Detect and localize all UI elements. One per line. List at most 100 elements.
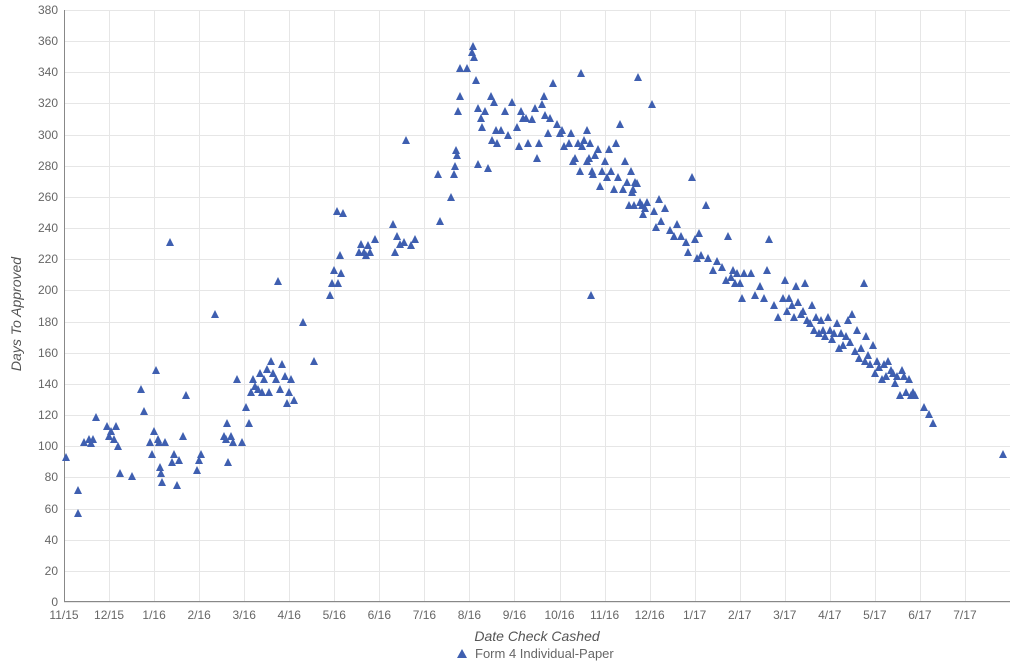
gridline-v — [379, 10, 380, 602]
data-point — [137, 385, 145, 393]
data-point — [760, 294, 768, 302]
data-point — [267, 357, 275, 365]
data-point — [223, 419, 231, 427]
gridline-v — [334, 10, 335, 602]
gridline-v — [830, 10, 831, 602]
data-point — [481, 107, 489, 115]
data-point — [650, 207, 658, 215]
data-point — [366, 248, 374, 256]
data-point — [326, 291, 334, 299]
data-point — [565, 139, 573, 147]
gridline-v — [740, 10, 741, 602]
gridline-h — [64, 228, 1010, 229]
data-point — [774, 313, 782, 321]
y-tick-label: 0 — [18, 595, 58, 609]
y-tick-label: 240 — [18, 221, 58, 235]
data-point — [89, 435, 97, 443]
data-point — [704, 254, 712, 262]
data-point — [238, 438, 246, 446]
data-point — [627, 167, 635, 175]
x-tick-label: 11/15 — [49, 608, 78, 622]
data-point — [643, 198, 651, 206]
data-point — [474, 160, 482, 168]
scatter-chart: Days To Approved Date Check Cashed Form … — [0, 0, 1024, 664]
data-point — [925, 410, 933, 418]
data-point — [260, 375, 268, 383]
y-tick-label: 220 — [18, 252, 58, 266]
data-point — [633, 179, 641, 187]
data-point — [128, 472, 136, 480]
data-point — [718, 263, 726, 271]
data-point — [337, 269, 345, 277]
data-point — [391, 248, 399, 256]
gridline-v — [244, 10, 245, 602]
data-point — [860, 279, 868, 287]
data-point — [853, 326, 861, 334]
gridline-v — [199, 10, 200, 602]
data-point — [524, 139, 532, 147]
data-point — [74, 509, 82, 517]
gridline-h — [64, 166, 1010, 167]
data-point — [619, 185, 627, 193]
data-point — [272, 375, 280, 383]
y-tick-label: 300 — [18, 128, 58, 142]
data-point — [848, 310, 856, 318]
data-point — [501, 107, 509, 115]
data-point — [472, 76, 480, 84]
data-point — [673, 220, 681, 228]
data-point — [484, 164, 492, 172]
x-tick-label: 8/16 — [458, 608, 481, 622]
data-point — [770, 301, 778, 309]
data-point — [242, 403, 250, 411]
data-point — [799, 307, 807, 315]
data-point — [688, 173, 696, 181]
gridline-h — [64, 602, 1010, 603]
data-point — [276, 385, 284, 393]
data-point — [336, 251, 344, 259]
data-point — [533, 154, 541, 162]
gridline-h — [64, 571, 1010, 572]
chart-legend: Form 4 Individual-Paper — [457, 646, 614, 661]
data-point — [478, 123, 486, 131]
y-tick-label: 320 — [18, 96, 58, 110]
data-point — [621, 157, 629, 165]
data-point — [339, 209, 347, 217]
data-point — [862, 332, 870, 340]
data-point — [245, 419, 253, 427]
data-point — [596, 182, 604, 190]
gridline-h — [64, 10, 1010, 11]
y-tick-label: 60 — [18, 502, 58, 516]
data-point — [158, 478, 166, 486]
gridline-h — [64, 72, 1010, 73]
data-point — [657, 217, 665, 225]
y-tick-label: 20 — [18, 564, 58, 578]
data-point — [179, 432, 187, 440]
data-point — [451, 162, 459, 170]
data-point — [612, 139, 620, 147]
gridline-h — [64, 290, 1010, 291]
x-tick-label: 6/17 — [908, 608, 931, 622]
data-point — [702, 201, 710, 209]
y-tick-label: 360 — [18, 34, 58, 48]
data-point — [808, 301, 816, 309]
gridline-h — [64, 135, 1010, 136]
data-point — [62, 453, 70, 461]
data-point — [905, 375, 913, 383]
gridline-v — [605, 10, 606, 602]
data-point — [869, 341, 877, 349]
gridline-v — [154, 10, 155, 602]
data-point — [544, 129, 552, 137]
data-point — [229, 438, 237, 446]
data-point — [504, 131, 512, 139]
y-axis-line — [64, 10, 65, 602]
data-point — [436, 217, 444, 225]
gridline-v — [109, 10, 110, 602]
gridline-v — [695, 10, 696, 602]
y-tick-label: 180 — [18, 315, 58, 329]
gridline-v — [560, 10, 561, 602]
data-point — [515, 142, 523, 150]
data-point — [616, 120, 624, 128]
x-tick-label: 1/16 — [142, 608, 165, 622]
data-point — [454, 107, 462, 115]
x-tick-label: 7/16 — [413, 608, 436, 622]
